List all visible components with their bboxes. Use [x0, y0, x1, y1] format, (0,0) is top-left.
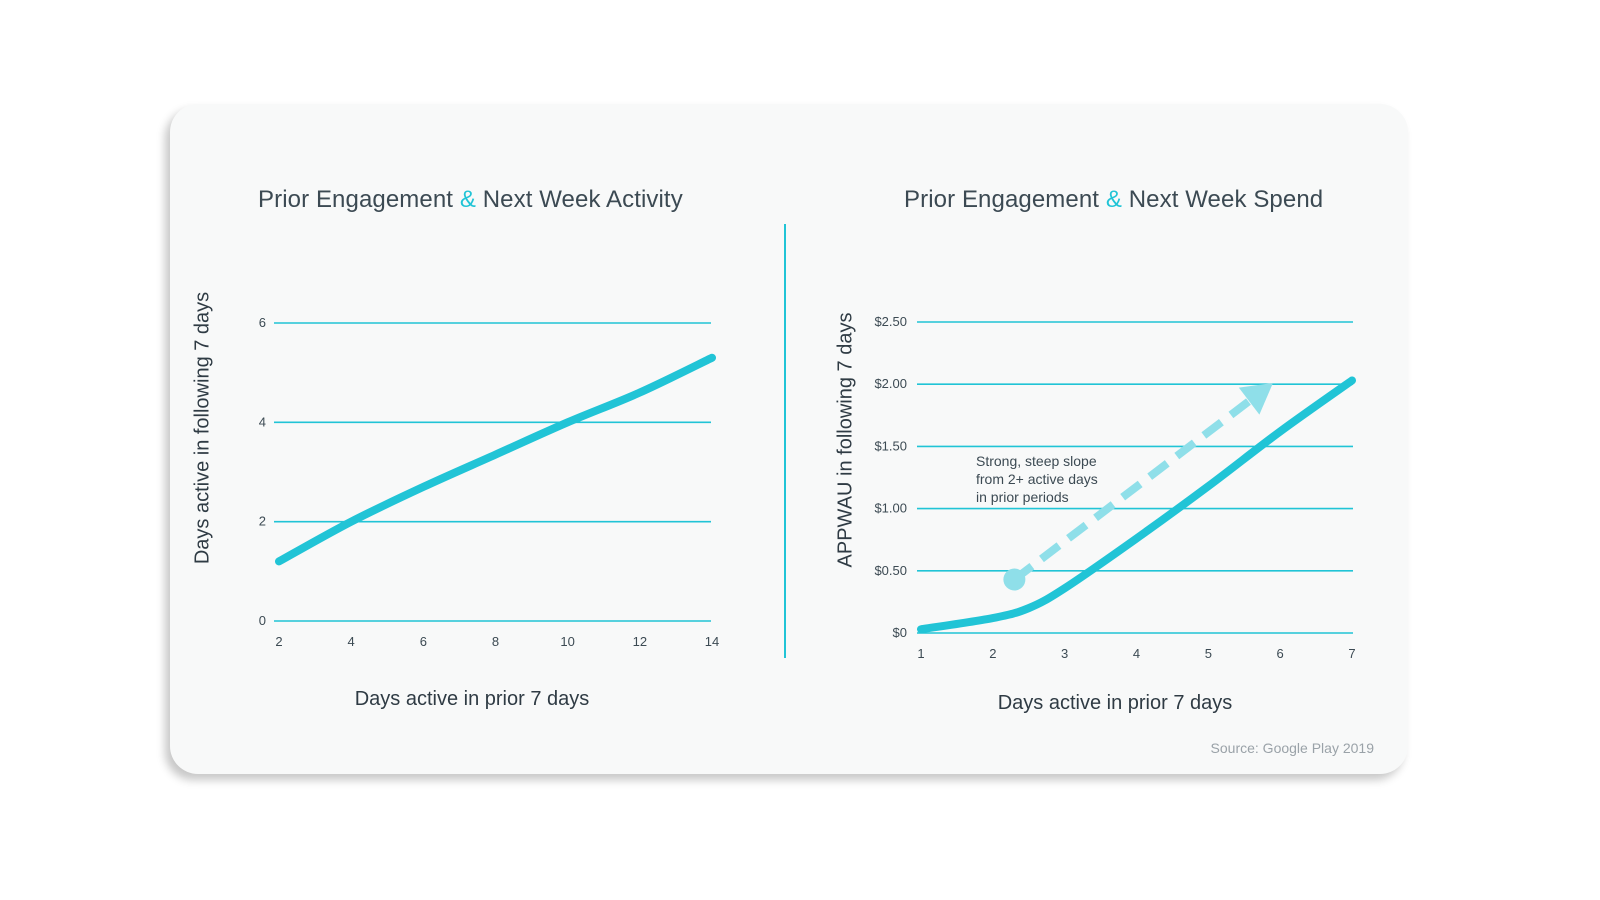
left-y-tick-label: 0 — [259, 613, 266, 628]
chart-card — [170, 104, 1408, 774]
right-y-tick-label: $0 — [893, 625, 907, 640]
left-x-tick-label: 6 — [420, 634, 427, 649]
right-x-axis-label: Days active in prior 7 days — [997, 692, 1233, 714]
source-note: Source: Google Play 2019 — [1210, 740, 1374, 756]
right-x-tick-label: 1 — [917, 646, 924, 661]
right-y-tick-label: $2.00 — [874, 376, 907, 391]
left-x-tick-label: 2 — [275, 634, 282, 649]
left-x-tick-label: 8 — [492, 634, 499, 649]
annotation-line: in prior periods — [976, 489, 1069, 505]
right-x-tick-label: 3 — [1061, 646, 1068, 661]
right-x-tick-label: 5 — [1205, 646, 1212, 661]
left-series-line — [275, 353, 716, 566]
left-y-tick-label: 2 — [259, 514, 266, 529]
left-x-tick-label: 10 — [560, 634, 574, 649]
right-chart-title: Prior Engagement & Next Week Spend — [904, 186, 1324, 213]
left-x-tick-label: 4 — [348, 634, 355, 649]
dashed-trend-arrow — [1011, 397, 1252, 583]
right-x-tick-label: 6 — [1277, 646, 1284, 661]
annotation-line: Strong, steep slope — [976, 453, 1097, 469]
left-x-tick-label: 14 — [705, 634, 719, 649]
left-y-tick-label: 6 — [259, 315, 266, 330]
right-y-tick-label: $1.50 — [874, 438, 907, 453]
left-x-tick-label: 12 — [633, 634, 647, 649]
right-x-tick-label: 7 — [1348, 646, 1355, 661]
right-x-tick-label: 4 — [1133, 646, 1140, 661]
right-y-tick-label: $0.50 — [874, 563, 907, 578]
arrow-head — [1238, 382, 1273, 415]
arrow-start-dot — [1003, 568, 1026, 591]
annotation-line: from 2+ active days — [976, 471, 1098, 487]
right-x-tick-label: 2 — [989, 646, 996, 661]
left-chart-title: Prior Engagement & Next Week Activity — [258, 186, 683, 213]
left-y-tick-label: 4 — [259, 414, 266, 429]
slope-annotation: Strong, steep slope from 2+ active days … — [976, 452, 1136, 506]
left-x-axis-label: Days active in prior 7 days — [354, 688, 590, 710]
right-y-tick-label: $2.50 — [874, 314, 907, 329]
right-series-line — [917, 376, 1356, 634]
right-y-tick-label: $1.00 — [874, 501, 907, 516]
chart-divider — [784, 224, 786, 658]
